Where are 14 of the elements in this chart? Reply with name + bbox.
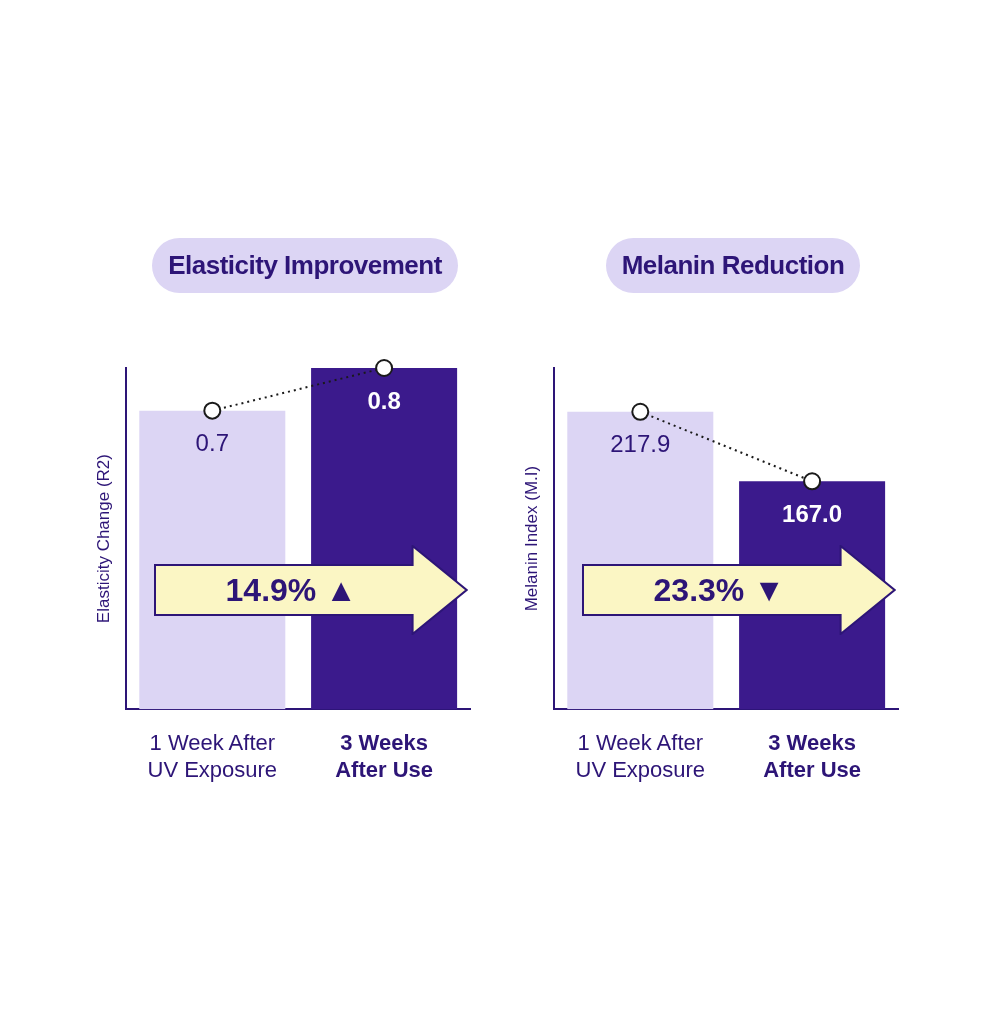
x-tick-label: 3 Weeks After Use <box>335 730 434 782</box>
data-label: 0.8 <box>367 386 401 414</box>
data-label: 217.9 <box>610 430 671 458</box>
x-tick-label: 1 Week After UV Exposure <box>575 730 706 782</box>
y-axis-title: Melanin Index (M.I) <box>521 465 541 612</box>
data-label: 167.0 <box>782 499 843 527</box>
chart-title: Elasticity Improvement <box>152 238 458 293</box>
x-tick-label: 3 Weeks After Use <box>763 730 862 782</box>
chart-title: Melanin Reduction <box>605 238 861 293</box>
x-tick-label: 1 Week After UV Exposure <box>147 730 278 782</box>
y-axis-title: Elasticity Change (R2) <box>93 454 113 624</box>
data-label: 0.7 <box>195 429 229 457</box>
annotation: 14.9% ▲ <box>225 571 357 609</box>
annotation: 23.3% ▼ <box>653 571 785 609</box>
